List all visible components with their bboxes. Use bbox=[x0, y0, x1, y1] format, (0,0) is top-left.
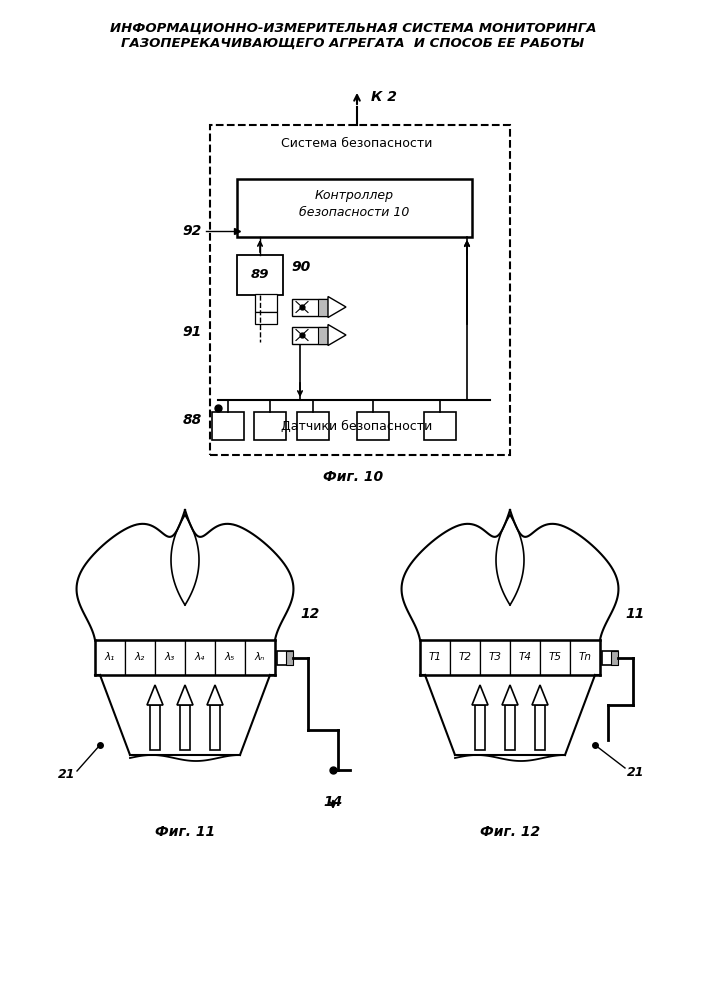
Text: 91: 91 bbox=[182, 325, 202, 339]
Bar bbox=[611, 650, 618, 664]
Bar bbox=[95, 640, 125, 675]
Text: 90: 90 bbox=[291, 260, 310, 274]
Polygon shape bbox=[147, 685, 163, 705]
Bar bbox=[286, 650, 293, 664]
Text: 21: 21 bbox=[57, 768, 75, 782]
Bar bbox=[475, 705, 485, 750]
Bar bbox=[255, 312, 277, 324]
Text: 88: 88 bbox=[182, 413, 202, 427]
Bar bbox=[212, 412, 244, 440]
Text: 92: 92 bbox=[182, 224, 202, 238]
Bar bbox=[292, 326, 328, 344]
Bar bbox=[254, 412, 286, 440]
Polygon shape bbox=[472, 685, 488, 705]
Bar bbox=[150, 705, 160, 750]
Text: Контроллер: Контроллер bbox=[315, 188, 394, 202]
Text: 14: 14 bbox=[323, 795, 343, 809]
Bar bbox=[215, 640, 245, 675]
Bar bbox=[450, 640, 480, 675]
Bar bbox=[602, 650, 618, 664]
Polygon shape bbox=[328, 296, 346, 318]
Bar bbox=[510, 640, 540, 675]
Text: Tn: Tn bbox=[578, 652, 592, 662]
Bar bbox=[540, 640, 570, 675]
Text: T1: T1 bbox=[428, 652, 441, 662]
Bar bbox=[318, 326, 328, 344]
Bar bbox=[185, 640, 215, 675]
Text: T3: T3 bbox=[489, 652, 501, 662]
Bar bbox=[245, 640, 275, 675]
Text: λₙ: λₙ bbox=[255, 652, 265, 662]
Bar bbox=[480, 640, 510, 675]
Text: Фиг. 11: Фиг. 11 bbox=[155, 825, 215, 839]
Bar bbox=[255, 294, 277, 312]
Bar bbox=[297, 412, 329, 440]
Bar bbox=[237, 255, 283, 295]
Text: 89: 89 bbox=[251, 268, 269, 282]
Text: λ₅: λ₅ bbox=[225, 652, 235, 662]
Polygon shape bbox=[177, 685, 193, 705]
Text: λ₁: λ₁ bbox=[105, 652, 115, 662]
Text: 11: 11 bbox=[626, 606, 645, 620]
Text: Фиг. 12: Фиг. 12 bbox=[480, 825, 540, 839]
Bar bbox=[237, 179, 472, 237]
Text: Система безопасности: Система безопасности bbox=[281, 137, 433, 150]
Bar bbox=[318, 298, 328, 316]
Bar bbox=[125, 640, 155, 675]
Polygon shape bbox=[532, 685, 548, 705]
Bar bbox=[570, 640, 600, 675]
Bar bbox=[155, 640, 185, 675]
Text: λ₃: λ₃ bbox=[165, 652, 175, 662]
Bar bbox=[210, 125, 510, 455]
Text: T2: T2 bbox=[459, 652, 472, 662]
Text: Фиг. 10: Фиг. 10 bbox=[323, 470, 383, 484]
Text: К 2: К 2 bbox=[371, 90, 397, 104]
Bar bbox=[424, 412, 456, 440]
Text: λ₄: λ₄ bbox=[195, 652, 205, 662]
Text: λ₂: λ₂ bbox=[135, 652, 145, 662]
Bar bbox=[505, 705, 515, 750]
Text: ИНФОРМАЦИОННО-ИЗМЕРИТЕЛЬНАЯ СИСТЕМА МОНИТОРИНГА: ИНФОРМАЦИОННО-ИЗМЕРИТЕЛЬНАЯ СИСТЕМА МОНИ… bbox=[110, 22, 596, 35]
Bar bbox=[292, 298, 328, 316]
Polygon shape bbox=[328, 324, 346, 346]
Text: Датчики безопасности: Датчики безопасности bbox=[281, 420, 433, 432]
Bar bbox=[180, 705, 190, 750]
Text: T4: T4 bbox=[518, 652, 532, 662]
Text: 12: 12 bbox=[300, 606, 320, 620]
Bar bbox=[277, 650, 293, 664]
Bar bbox=[420, 640, 450, 675]
Text: 21: 21 bbox=[627, 766, 645, 778]
Bar bbox=[210, 705, 220, 750]
Text: T5: T5 bbox=[549, 652, 561, 662]
Text: ГАЗОПЕРЕКАЧИВАЮЩЕГО АГРЕГАТА  И СПОСОБ ЕЕ РАБОТЫ: ГАЗОПЕРЕКАЧИВАЮЩЕГО АГРЕГАТА И СПОСОБ ЕЕ… bbox=[122, 37, 585, 50]
Bar bbox=[357, 412, 389, 440]
Text: безопасности 10: безопасности 10 bbox=[299, 207, 409, 220]
Polygon shape bbox=[502, 685, 518, 705]
Bar bbox=[535, 705, 545, 750]
Polygon shape bbox=[207, 685, 223, 705]
